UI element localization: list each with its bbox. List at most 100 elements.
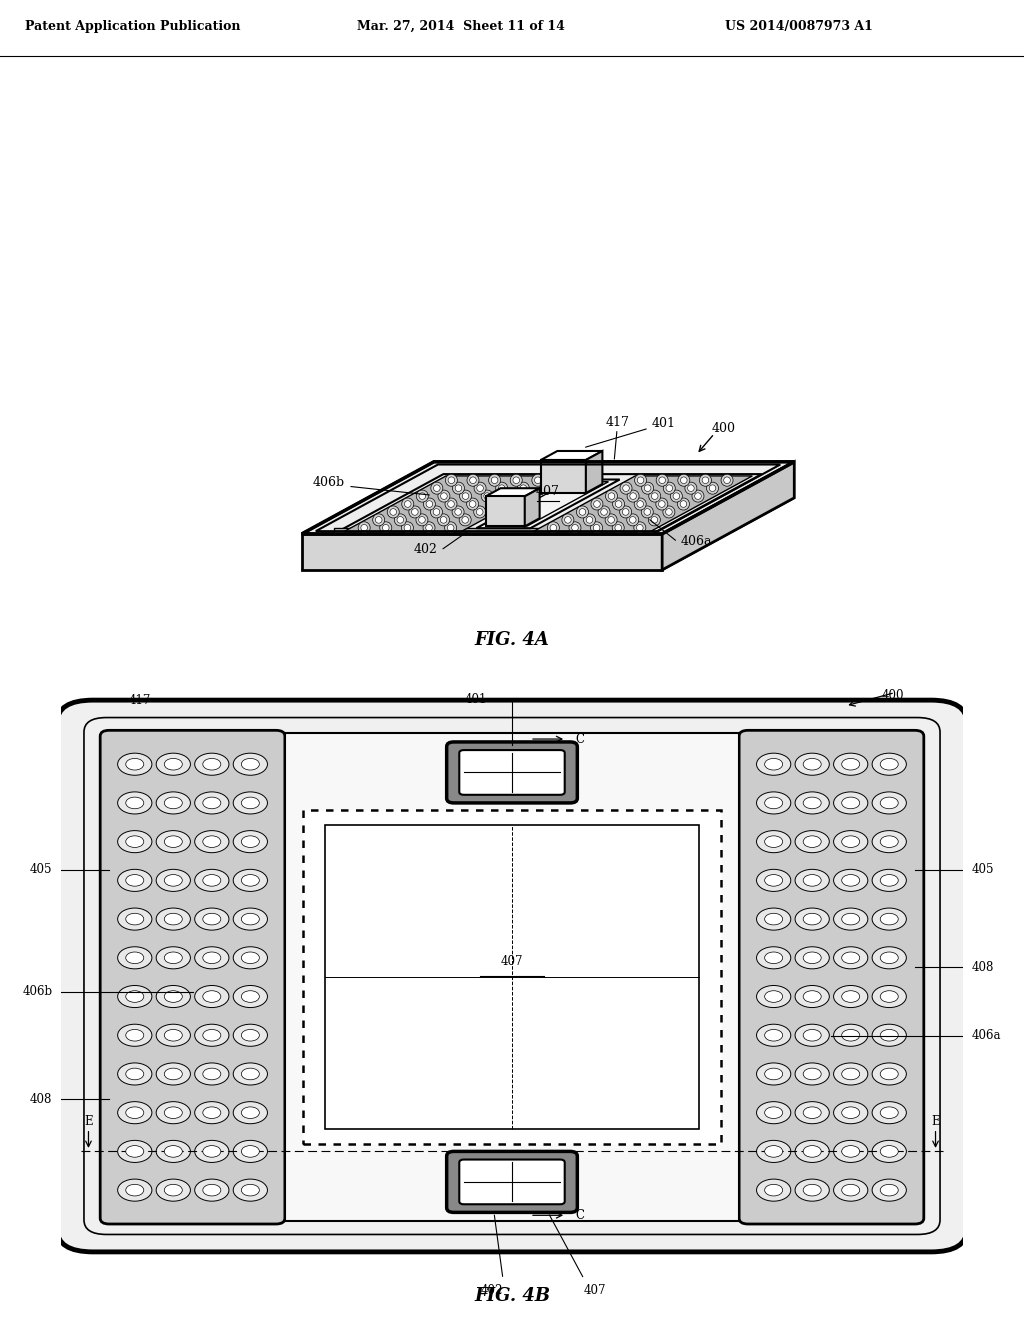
Circle shape xyxy=(164,797,182,809)
Circle shape xyxy=(126,1107,143,1118)
Polygon shape xyxy=(302,462,795,533)
Circle shape xyxy=(666,508,672,515)
Circle shape xyxy=(376,516,382,523)
Polygon shape xyxy=(335,474,762,533)
Circle shape xyxy=(842,759,860,770)
Circle shape xyxy=(834,1063,867,1085)
Text: 406a: 406a xyxy=(681,535,713,548)
Circle shape xyxy=(569,521,581,533)
Polygon shape xyxy=(302,498,795,570)
Circle shape xyxy=(765,1107,782,1118)
Circle shape xyxy=(195,792,229,814)
Circle shape xyxy=(795,1024,829,1047)
Circle shape xyxy=(803,759,821,770)
Circle shape xyxy=(666,484,673,491)
Text: 408: 408 xyxy=(972,961,994,974)
Circle shape xyxy=(444,521,457,533)
Circle shape xyxy=(881,913,898,925)
Circle shape xyxy=(412,508,418,515)
Text: FIG. 4B: FIG. 4B xyxy=(474,1287,550,1305)
Circle shape xyxy=(126,991,143,1002)
Circle shape xyxy=(724,477,730,483)
Circle shape xyxy=(591,521,602,533)
Circle shape xyxy=(423,521,435,533)
Circle shape xyxy=(757,1102,791,1123)
Circle shape xyxy=(242,875,259,886)
Text: 406a: 406a xyxy=(972,1030,1001,1043)
Circle shape xyxy=(550,524,557,531)
Circle shape xyxy=(842,1146,860,1158)
Circle shape xyxy=(499,484,505,491)
Circle shape xyxy=(663,506,675,517)
Circle shape xyxy=(126,759,143,770)
Circle shape xyxy=(757,870,791,891)
Circle shape xyxy=(872,1179,906,1201)
Circle shape xyxy=(765,991,782,1002)
Circle shape xyxy=(492,477,498,483)
Polygon shape xyxy=(302,533,663,570)
Circle shape xyxy=(681,477,687,483)
Circle shape xyxy=(757,1140,791,1163)
Text: E: E xyxy=(84,1114,93,1127)
Circle shape xyxy=(474,482,486,494)
Circle shape xyxy=(360,524,368,531)
Circle shape xyxy=(615,500,622,507)
Polygon shape xyxy=(541,459,586,494)
Circle shape xyxy=(834,908,867,931)
Circle shape xyxy=(834,1140,867,1163)
Circle shape xyxy=(658,477,666,483)
Polygon shape xyxy=(524,488,540,527)
Circle shape xyxy=(118,986,152,1007)
FancyBboxPatch shape xyxy=(460,1159,564,1204)
Bar xyxy=(326,825,698,1130)
Circle shape xyxy=(757,792,791,814)
Circle shape xyxy=(233,870,267,891)
Circle shape xyxy=(765,913,782,925)
Circle shape xyxy=(467,474,479,486)
Circle shape xyxy=(447,500,455,507)
Circle shape xyxy=(203,913,221,925)
Circle shape xyxy=(612,498,625,510)
Circle shape xyxy=(195,1024,229,1047)
FancyBboxPatch shape xyxy=(57,700,967,1251)
Circle shape xyxy=(449,477,455,483)
FancyBboxPatch shape xyxy=(460,750,564,795)
Circle shape xyxy=(419,492,426,499)
Circle shape xyxy=(440,516,446,523)
Circle shape xyxy=(795,1102,829,1123)
Circle shape xyxy=(460,490,471,502)
Circle shape xyxy=(164,1184,182,1196)
Circle shape xyxy=(765,1146,782,1158)
Circle shape xyxy=(445,474,458,486)
Text: 401: 401 xyxy=(652,417,676,430)
Circle shape xyxy=(470,477,476,483)
Circle shape xyxy=(655,498,668,510)
Circle shape xyxy=(842,797,860,809)
Circle shape xyxy=(834,792,867,814)
Circle shape xyxy=(490,500,498,507)
Circle shape xyxy=(765,797,782,809)
Circle shape xyxy=(623,484,630,491)
Circle shape xyxy=(634,498,646,510)
Circle shape xyxy=(203,1068,221,1080)
Circle shape xyxy=(707,482,719,494)
Circle shape xyxy=(484,492,490,499)
Circle shape xyxy=(233,754,267,775)
Circle shape xyxy=(795,870,829,891)
Circle shape xyxy=(598,506,610,517)
Text: 405: 405 xyxy=(30,863,52,876)
Text: Mar. 27, 2014  Sheet 11 of 14: Mar. 27, 2014 Sheet 11 of 14 xyxy=(356,20,565,33)
Text: 417: 417 xyxy=(129,694,152,708)
Circle shape xyxy=(881,1107,898,1118)
Circle shape xyxy=(195,754,229,775)
Circle shape xyxy=(694,492,701,499)
Circle shape xyxy=(644,508,650,515)
Polygon shape xyxy=(485,496,524,527)
Circle shape xyxy=(765,1068,782,1080)
Circle shape xyxy=(881,875,898,886)
Circle shape xyxy=(658,500,666,507)
Circle shape xyxy=(803,1030,821,1041)
Polygon shape xyxy=(532,477,753,532)
Circle shape xyxy=(233,1179,267,1201)
Circle shape xyxy=(488,498,501,510)
